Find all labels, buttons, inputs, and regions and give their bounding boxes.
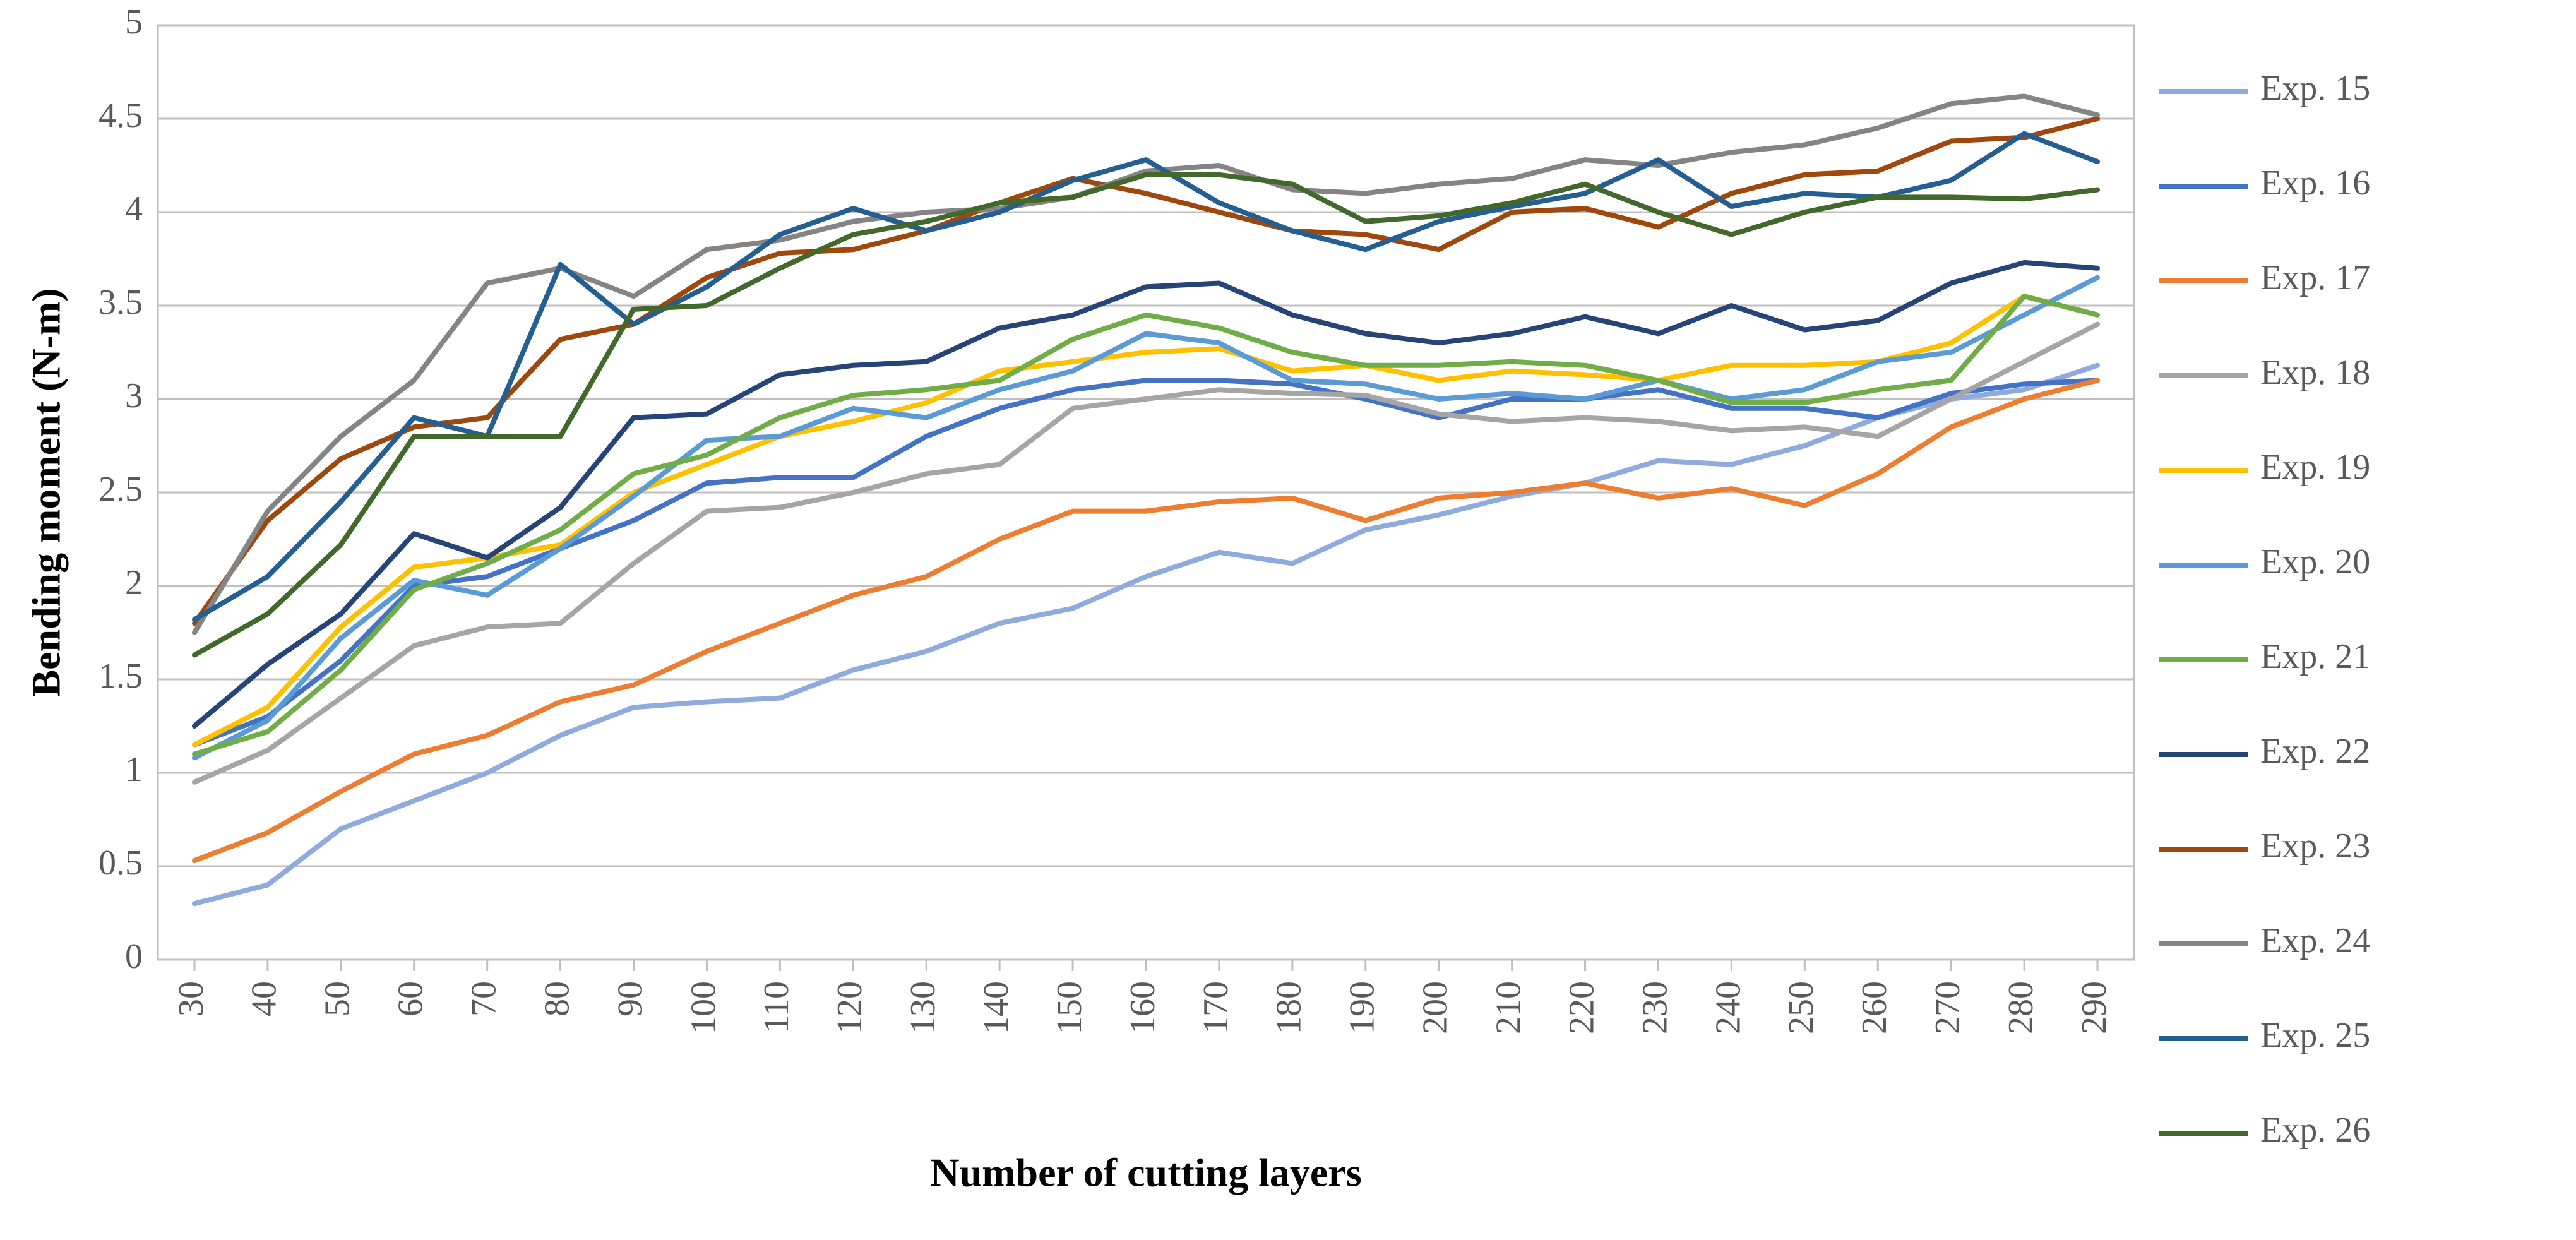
legend-label: Exp. 20	[2260, 542, 2370, 581]
legend-label: Exp. 17	[2260, 258, 2370, 297]
y-tick-label: 4.5	[98, 96, 143, 135]
x-tick-label: 60	[391, 981, 431, 1016]
x-tick-label: 240	[1708, 981, 1748, 1034]
legend-label: Exp. 23	[2260, 826, 2370, 866]
legend-label: Exp. 25	[2260, 1016, 2370, 1055]
series-line	[194, 134, 2097, 620]
y-tick-label: 3.5	[98, 283, 143, 322]
legend-label: Exp. 24	[2260, 921, 2370, 960]
y-tick-label: 3	[125, 376, 143, 415]
y-tick-label: 4	[125, 189, 143, 229]
y-axis-title: Bending moment (N-m)	[24, 288, 69, 696]
x-tick-label: 200	[1416, 981, 1455, 1034]
series-line	[194, 380, 2097, 861]
x-tick-label: 100	[684, 981, 723, 1034]
y-tick-label: 1.5	[98, 657, 143, 696]
legend-label: Exp. 26	[2260, 1111, 2370, 1150]
x-tick-label: 40	[245, 981, 284, 1016]
y-tick-label: 2.5	[98, 470, 143, 509]
x-tick-label: 130	[903, 981, 943, 1034]
legend-label: Exp. 22	[2260, 732, 2370, 771]
x-tick-label: 280	[2001, 981, 2041, 1034]
legend-label: Exp. 15	[2260, 69, 2370, 108]
legend-label: Exp. 21	[2260, 637, 2370, 676]
x-tick-label: 170	[1196, 981, 1236, 1034]
x-tick-label: 160	[1123, 981, 1162, 1034]
legend-label: Exp. 18	[2260, 353, 2370, 392]
x-tick-label: 220	[1562, 981, 1601, 1034]
x-tick-label: 70	[465, 981, 504, 1016]
line-chart: 0 0.5 1 1.5 2 2.5 3 3.5 4 4.5 5 30 40 50 60 70 80 90 100 11…	[0, 0, 2576, 1240]
x-tick-label: 180	[1270, 981, 1309, 1034]
x-tick-label: 260	[1855, 981, 1894, 1034]
y-tick-label: 5	[125, 3, 143, 42]
x-tick-label: 250	[1782, 981, 1821, 1034]
x-tick-label: 90	[611, 981, 650, 1016]
x-tick-label: 270	[1928, 981, 1967, 1034]
x-tick-label: 50	[318, 981, 357, 1016]
series-line	[194, 366, 2097, 903]
x-tick-label: 190	[1343, 981, 1382, 1034]
legend-label: Exp. 19	[2260, 448, 2370, 487]
series-line	[194, 278, 2097, 758]
legend-label: Exp. 16	[2260, 164, 2370, 203]
y-tick-label: 1	[125, 750, 143, 789]
x-tick-label: 210	[1489, 981, 1528, 1034]
y-tick-label: 0	[125, 937, 143, 976]
x-tick-label: 290	[2075, 981, 2114, 1034]
x-tick-label: 150	[1050, 981, 1089, 1034]
x-tick-label: 80	[537, 981, 576, 1016]
y-tick-label: 0.5	[98, 844, 143, 883]
x-tick-label: 110	[757, 981, 796, 1033]
series-line	[194, 175, 2097, 655]
x-axis-title: Number of cutting layers	[930, 1150, 1361, 1195]
chart-container: 0 0.5 1 1.5 2 2.5 3 3.5 4 4.5 5 30 40 50 60 70 80 90 100 11…	[0, 0, 2576, 1240]
x-tick-label: 230	[1635, 981, 1674, 1034]
x-tick-label: 120	[830, 981, 869, 1034]
series-line	[194, 296, 2097, 744]
x-tick-label: 140	[977, 981, 1016, 1034]
y-tick-label: 2	[125, 563, 143, 602]
x-tick-label: 30	[172, 981, 211, 1016]
